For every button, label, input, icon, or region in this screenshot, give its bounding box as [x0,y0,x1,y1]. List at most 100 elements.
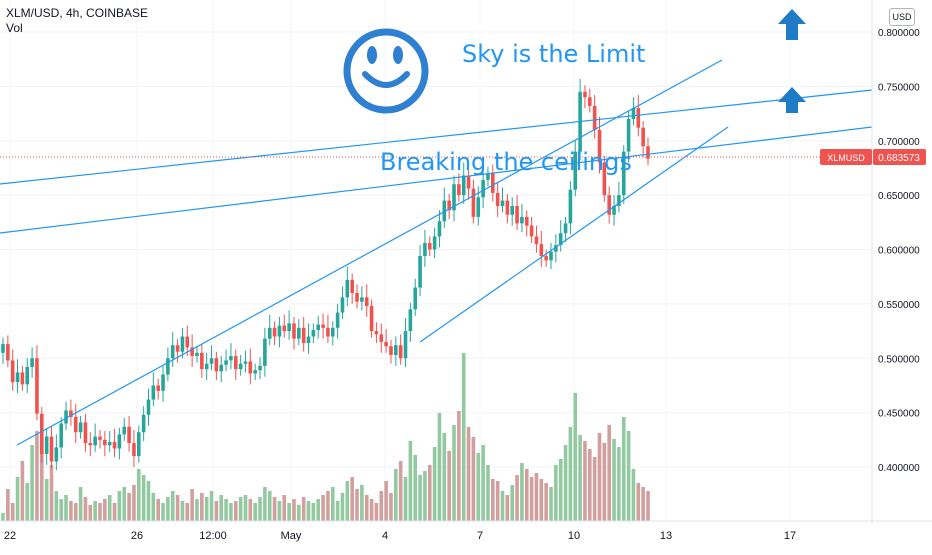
y-tick-label: 0.650000 [878,191,920,202]
candle [408,302,413,342]
candle [69,399,73,426]
candle [204,352,209,380]
candle [229,343,233,370]
candle [166,347,170,382]
currency-button[interactable]: USD [889,8,915,26]
trend-line[interactable] [16,59,723,446]
volume-bar [219,495,224,521]
candle [389,339,393,364]
volume-bar [161,503,165,521]
candle [263,327,267,377]
volume-bar [175,495,180,521]
volume-bar [200,493,204,521]
candle [200,344,204,378]
candle [617,182,621,213]
volume-bar [292,499,296,521]
volume-bar [316,499,321,521]
volume-bar [544,483,548,521]
volume-bar [238,497,243,521]
volume-bar [204,497,209,521]
trend-line[interactable] [0,89,873,185]
candle [554,234,558,263]
volume-bar [631,469,636,521]
candle [394,336,398,366]
candle [612,195,616,226]
volume-bar [563,445,568,521]
volume-bar [500,491,505,521]
candle [471,179,476,224]
candle [49,425,54,469]
volume-bar [384,481,388,521]
candle [515,195,519,230]
candle [127,415,131,452]
candle [568,180,573,235]
candle [248,348,253,385]
trend-line[interactable] [419,126,729,343]
volume-bar [93,501,97,521]
volume-bar [588,449,592,521]
volume-bar [597,433,602,521]
symbol-line: XLM/USD, 4h, COINBASE [6,6,149,20]
volume-bar [54,491,59,521]
candle [15,359,20,394]
candle [461,162,466,204]
candle [64,401,68,431]
volume-bar [491,479,495,521]
volume-bar [297,505,301,521]
y-tick-label: 0.600000 [878,246,920,257]
volume-bar [64,495,68,521]
candle [243,350,248,373]
volume-bar [442,433,447,521]
candle [287,310,291,340]
candle [510,197,515,226]
volume-bar [287,503,291,521]
volume-bar [486,465,490,521]
candle [98,430,102,449]
candle [602,155,607,202]
volume-bar [321,495,325,521]
volume-bar [583,441,587,521]
candle [282,314,287,338]
candle [151,372,156,407]
volume-bar [418,475,422,521]
volume-bar [49,465,54,521]
candle [253,363,257,380]
volume-bar [617,447,621,521]
volume-bar [326,491,330,521]
candle [457,173,461,202]
volume-bar [39,453,44,521]
volume-bar [505,495,510,521]
candle [141,406,146,441]
candle [592,95,597,139]
candle [398,334,403,365]
candle [59,416,63,459]
last-price-symbol: XLMUSD [827,153,865,163]
candle [195,346,199,363]
candle [646,137,650,166]
candle [360,286,364,311]
volume-bar [612,439,616,521]
candle [35,345,39,421]
candle [524,210,529,237]
candle [214,351,219,380]
candle [505,194,510,224]
trend-line[interactable] [0,126,873,234]
candle [267,314,272,346]
volume-bar [558,459,563,521]
volume-bar [301,497,306,521]
candle [88,432,93,457]
candle [54,434,59,471]
volume-bar [151,493,156,521]
volume-bar [413,455,418,521]
candle [558,220,563,252]
candle [258,357,262,379]
candle [413,278,418,316]
volume-bar [481,445,485,521]
volume-bar [243,495,248,521]
candle [292,316,296,350]
volume-bar [107,495,112,521]
smiley-face-icon [343,28,429,114]
x-tick-label: 7 [477,530,483,542]
